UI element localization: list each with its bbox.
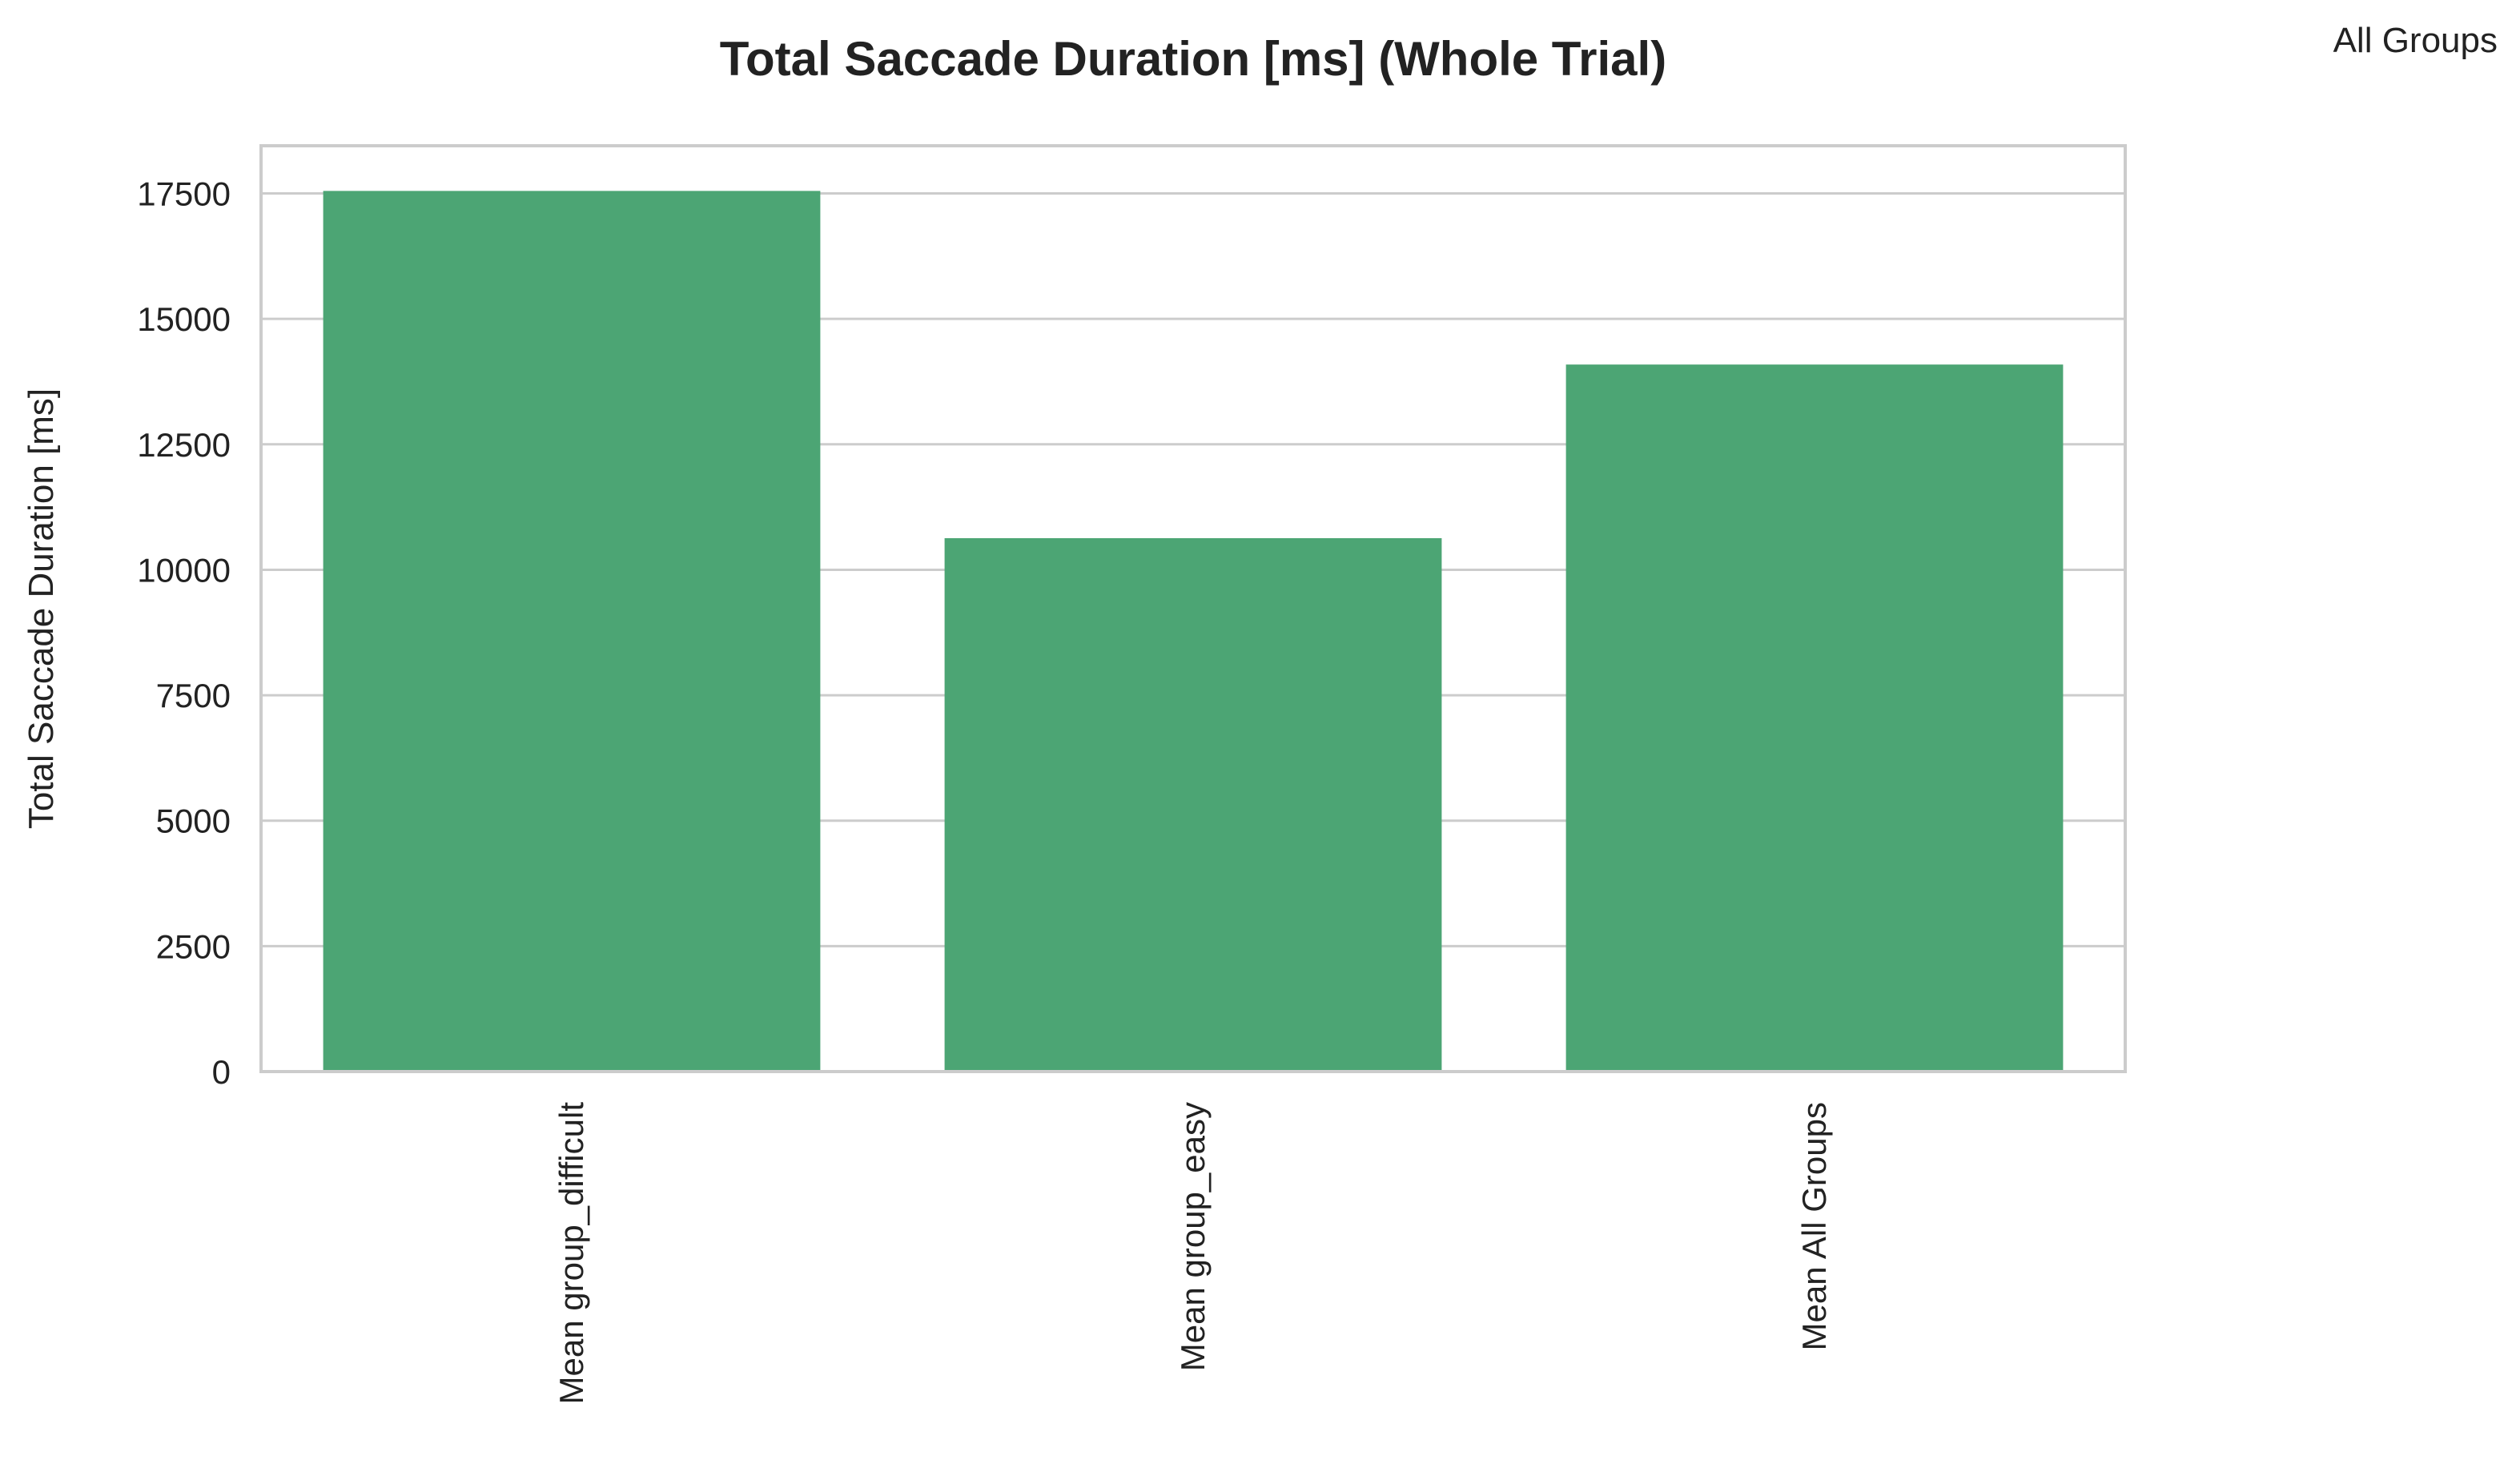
y-tick-label: 17500 [137,175,231,213]
y-tick-label: 0 [212,1053,231,1091]
y-tick-label: 5000 [156,802,231,840]
bars [323,191,2064,1072]
x-tick-label: Mean All Groups [1795,1102,1833,1351]
x-tick-label: Mean group_difficult [553,1102,590,1405]
y-axis-label: Total Saccade Duration [ms] [22,388,61,829]
x-tick-labels: Mean group_difficult Mean group_easy Mean … [553,1102,1833,1405]
y-tick-label: 7500 [156,677,231,714]
y-tick-label: 15000 [137,300,231,338]
plot-frame [259,144,2127,1073]
y-tick-label: 12500 [137,426,231,464]
y-tick-label: 2500 [156,927,231,965]
bar [1565,364,2064,1072]
chart-title: Total Saccade Duration [ms] (Whole Trial… [720,32,1666,86]
x-tick-label: Mean group_easy [1174,1102,1212,1371]
bar [944,537,1442,1072]
y-tick-labels: 0 2500 5000 7500 10000 12500 15000 17500 [137,175,231,1091]
bar [323,191,821,1072]
y-tick-label: 10000 [137,551,231,589]
legend-entry: All Groups [2333,21,2498,60]
